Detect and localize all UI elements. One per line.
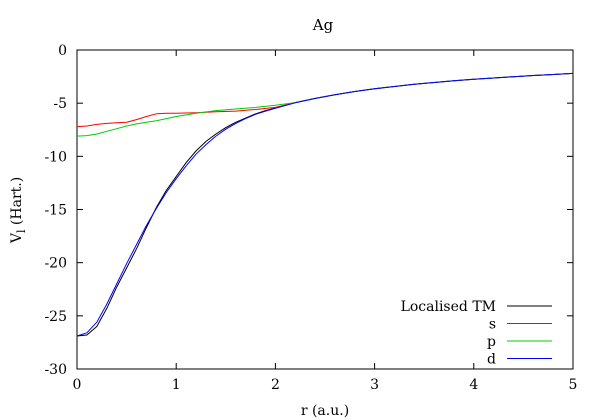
x-axis-ticks: 0 1 2 3 4 5 (73, 50, 578, 393)
plot-area-frame (76, 49, 574, 370)
chart-title: Ag (312, 16, 334, 34)
series-lines (76, 72, 574, 337)
y-tick-label: -15 (44, 203, 67, 219)
x-tick-label: 1 (172, 377, 181, 393)
y-tick-label: -5 (53, 96, 67, 112)
x-tick-label: 2 (271, 377, 280, 393)
series-line-3 (76, 72, 574, 137)
series-line-1 (76, 72, 574, 337)
y-tick-label: -25 (44, 309, 67, 325)
y-axis-label-subscript: l (15, 229, 28, 233)
x-axis-label: r (a.u.) (301, 403, 349, 419)
y-tick-label: -30 (44, 362, 67, 378)
legend: Localised TM spd (401, 299, 552, 368)
y-tick-label: 0 (58, 43, 67, 59)
y-tick-label: -20 (44, 256, 67, 272)
legend-label: s (489, 317, 496, 333)
y-axis-label: Vl (Hart.) (9, 177, 28, 244)
x-tick-label: 4 (469, 377, 478, 393)
y-axis-label-main: V (9, 232, 25, 244)
y-axis-label-unit: (Hart.) (9, 177, 25, 230)
x-tick-label: 0 (73, 377, 82, 393)
series-line-2 (76, 72, 574, 128)
legend-label: d (487, 352, 496, 368)
series-line-4 (76, 72, 574, 337)
legend-label: Localised TM (401, 299, 496, 315)
x-tick-label: 5 (569, 377, 578, 393)
x-tick-label: 3 (370, 377, 379, 393)
y-axis-ticks: 0 -5 -10 -15 -20 -25 -30 (44, 43, 573, 378)
y-tick-label: -10 (44, 149, 67, 165)
legend-label: p (487, 334, 496, 350)
